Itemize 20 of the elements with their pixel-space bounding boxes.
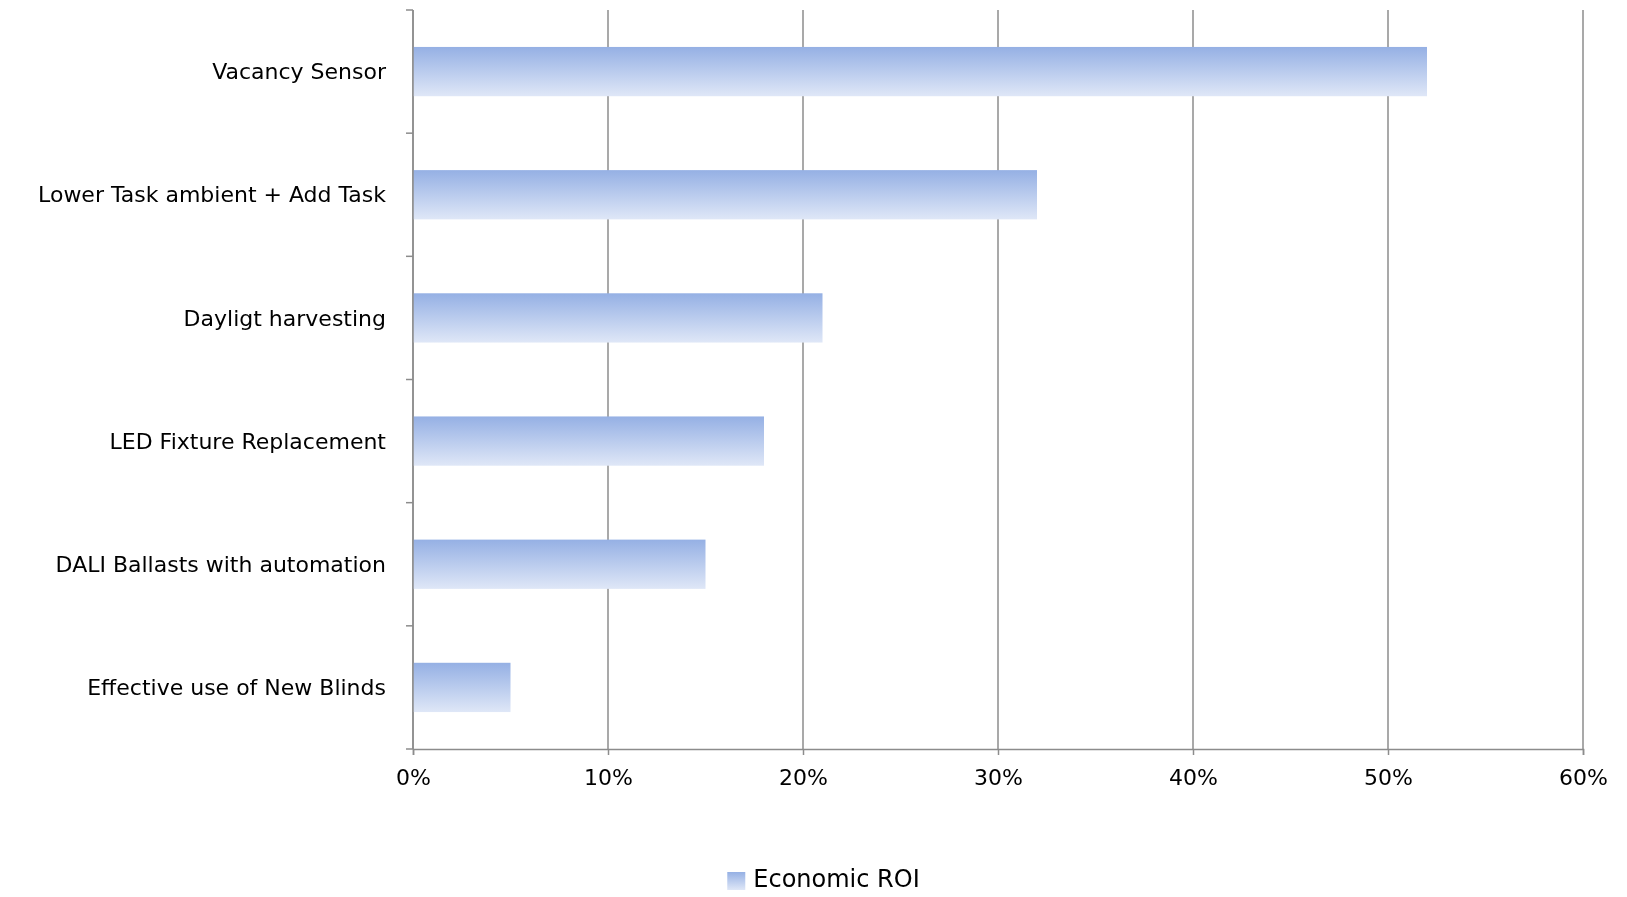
bar — [413, 416, 764, 466]
y-tick-label: Vacancy Sensor — [212, 59, 387, 85]
x-tick-label: 0% — [396, 764, 431, 790]
bar — [413, 539, 706, 589]
x-tick-label: 50% — [1364, 764, 1413, 790]
x-tick-label: 30% — [974, 764, 1023, 790]
legend-label: Economic ROI — [753, 865, 920, 893]
bar — [413, 293, 823, 343]
bar — [413, 662, 511, 713]
x-tick-label: 40% — [1169, 764, 1218, 790]
y-tick-label: DALI Ballasts with automation — [55, 551, 386, 577]
bar — [413, 46, 1427, 97]
y-tick-label: Effective use of New Blinds — [87, 675, 386, 701]
x-tick-label: 60% — [1559, 764, 1608, 790]
x-tick-label: 20% — [779, 764, 828, 790]
x-tick-label: 10% — [584, 764, 633, 790]
y-tick-label: Lower Task ambient + Add Task — [38, 182, 387, 208]
bar — [413, 170, 1037, 220]
y-tick-label: LED Fixture Replacement — [109, 428, 387, 454]
y-tick-label: Dayligt harvesting — [183, 305, 386, 331]
